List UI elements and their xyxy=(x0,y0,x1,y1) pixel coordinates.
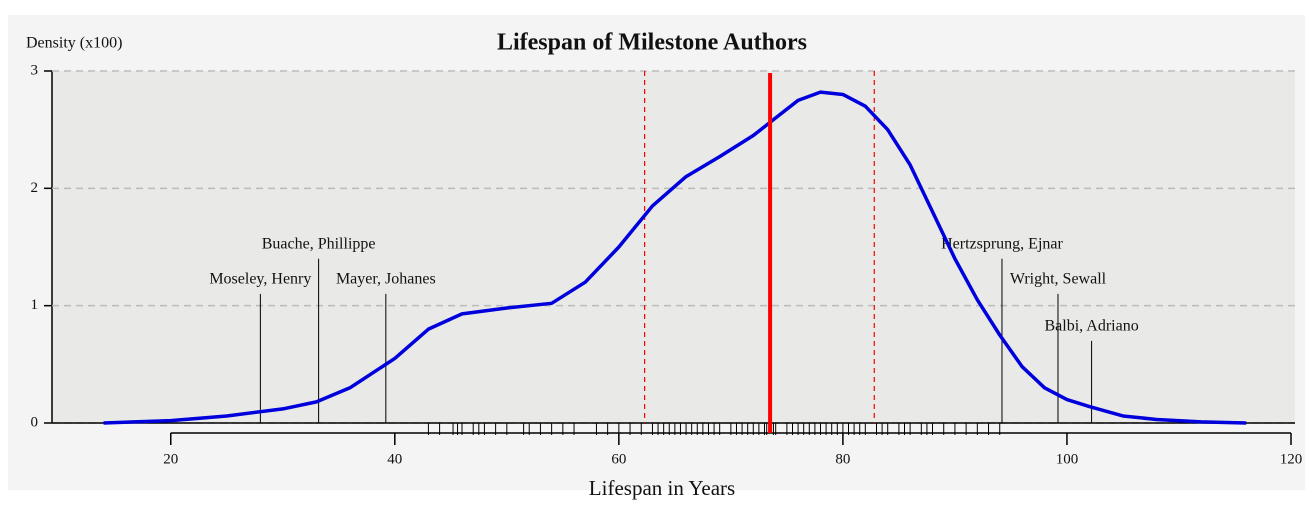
chart-title: Lifespan of Milestone Authors xyxy=(497,30,807,56)
annotation-label: Wright, Sewall xyxy=(1010,271,1107,288)
density-line xyxy=(103,90,1247,425)
annotation-label: Buache, Phillippe xyxy=(262,235,376,252)
y-tick-label: 2 xyxy=(31,180,39,196)
plot-area xyxy=(52,71,1295,423)
x-tick-label: 40 xyxy=(387,451,402,467)
x-tick-label: 100 xyxy=(1056,451,1079,467)
annotation-label: Hertzsprung, Ejnar xyxy=(941,235,1063,252)
x-tick-label: 60 xyxy=(611,451,626,467)
y-tick-label: 0 xyxy=(31,414,39,430)
annotation-label: Balbi, Adriano xyxy=(1044,318,1138,335)
y-tick-label: 1 xyxy=(31,297,39,313)
y-tick-label: 3 xyxy=(31,62,39,78)
x-tick-label: 20 xyxy=(163,451,178,467)
annotation-label: Mayer, Johanes xyxy=(336,271,436,288)
y-axis-label: Density (x100) xyxy=(26,35,122,52)
annotation-label: Moseley, Henry xyxy=(209,271,311,288)
x-tick-label: 80 xyxy=(835,451,850,467)
x-axis-label: Lifespan in Years xyxy=(589,476,735,500)
x-tick-label: 120 xyxy=(1280,451,1303,467)
